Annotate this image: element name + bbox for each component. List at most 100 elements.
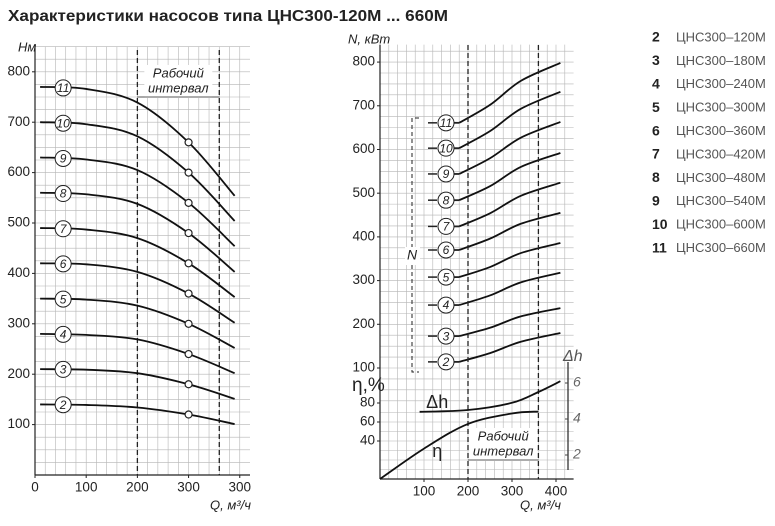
series-label: 9 (443, 167, 450, 181)
series-label-circle (437, 165, 455, 183)
curve (458, 242, 561, 278)
chart-title: Характеристики насосов типа ЦНС300-120М … (8, 8, 448, 25)
curve (458, 307, 561, 337)
curve (40, 121, 236, 222)
series-label: 9 (60, 152, 67, 166)
series-label: Δh (426, 392, 448, 412)
series-label-circle (54, 185, 72, 203)
series-label: 7 (443, 220, 451, 234)
bracket-label-bg (405, 247, 420, 265)
y-tick-label: 700 (7, 114, 30, 129)
series-label: 8 (443, 193, 450, 207)
interval-label: Рабочий (478, 428, 529, 443)
y2-tick-label: 2 (572, 446, 581, 462)
series-label: 11 (440, 116, 452, 130)
legend-model: ЦНС300–120М (676, 29, 766, 44)
x-tick-label: 0 (31, 480, 39, 495)
series-label-circle (437, 268, 455, 286)
x-tick-label: 300 (228, 480, 251, 495)
series-label-circle (437, 296, 455, 314)
y-tick-label: 600 (352, 141, 375, 156)
y2-tick-label: 4 (573, 410, 581, 426)
legend-number: 11 (652, 239, 667, 255)
series-label-circle (437, 241, 455, 259)
rated-point (184, 168, 193, 177)
bracket (411, 117, 419, 373)
interval-label: интервал (473, 443, 534, 458)
legend-number: 10 (652, 216, 668, 232)
rated-point (184, 349, 193, 359)
rated-point (184, 138, 193, 147)
series-label-circle (54, 360, 72, 378)
y2-tick-label: 6 (573, 374, 581, 390)
legend-model: ЦНС300–300М (676, 100, 766, 115)
rated-point (184, 228, 193, 238)
curve (458, 181, 561, 228)
curve (419, 380, 561, 413)
curve (458, 211, 561, 251)
legend-number: 6 (652, 122, 660, 138)
curve (458, 62, 561, 124)
series-label-circle (54, 220, 72, 238)
legend-number: 9 (652, 193, 660, 209)
x-axis-label: Q, м³/ч (520, 497, 561, 512)
legend-model: ЦНС300–240М (676, 76, 766, 91)
series-label: 2 (59, 398, 67, 412)
rated-point (184, 319, 193, 328)
y-tick-label: 80 (360, 395, 375, 410)
x-tick-label: 200 (126, 480, 149, 495)
series-label-circle (54, 290, 72, 308)
series-label: 7 (60, 222, 68, 236)
legend-model: ЦНС300–360М (676, 123, 766, 138)
curve (458, 90, 561, 149)
x-tick-label: 200 (457, 484, 480, 499)
legend-model: ЦНС300–480М (676, 170, 766, 185)
interval-label-bg (144, 65, 213, 98)
rated-point (184, 289, 193, 298)
series-label: 5 (60, 292, 67, 306)
x-tick-label: 100 (75, 480, 98, 495)
grid-layer (35, 44, 574, 479)
series-label-circle (54, 396, 72, 414)
series-label-circle (437, 191, 455, 209)
y-tick-label: 40 (360, 433, 375, 448)
series-label-circle (437, 327, 455, 345)
y-tick-label: 100 (352, 360, 375, 375)
series-label: η (432, 441, 442, 461)
legend-model: ЦНС300–600М (676, 217, 766, 232)
series-label: 8 (60, 187, 67, 201)
legend-number: 4 (652, 76, 660, 92)
series-label-circle (437, 353, 455, 371)
series-label: 3 (60, 363, 67, 377)
y-tick-label: 400 (352, 228, 375, 243)
rated-point (184, 198, 193, 207)
legend-number: 7 (652, 146, 660, 162)
x-axis-label: Q, м³/ч (210, 497, 251, 512)
y-tick-label: 100 (7, 416, 30, 431)
series-label-circle (437, 114, 455, 132)
y-tick-label: 400 (7, 265, 30, 280)
y-tick-label: 500 (7, 215, 30, 230)
series-label: 3 (443, 329, 450, 343)
series-label: 10 (439, 141, 453, 155)
curve (458, 271, 561, 306)
legend-model: ЦНС300–540М (676, 193, 766, 208)
rated-point (184, 410, 193, 419)
series-label-circle (54, 149, 72, 167)
series-label-circle (437, 217, 455, 235)
series-label-circle (54, 255, 72, 273)
series-label: 6 (443, 243, 450, 257)
y-tick-label: 700 (352, 97, 375, 112)
curve (458, 121, 561, 175)
series-label: 10 (56, 116, 70, 130)
y-tick-label: 300 (7, 315, 30, 330)
series-label: 11 (57, 81, 69, 95)
y-axis-label: η,% (352, 375, 385, 396)
series-label: 6 (60, 257, 67, 271)
legend-number: 5 (652, 99, 660, 115)
series-label-circle (54, 325, 72, 343)
x-tick-label: 400 (545, 484, 568, 499)
rated-point (184, 380, 193, 389)
curve (458, 332, 561, 363)
